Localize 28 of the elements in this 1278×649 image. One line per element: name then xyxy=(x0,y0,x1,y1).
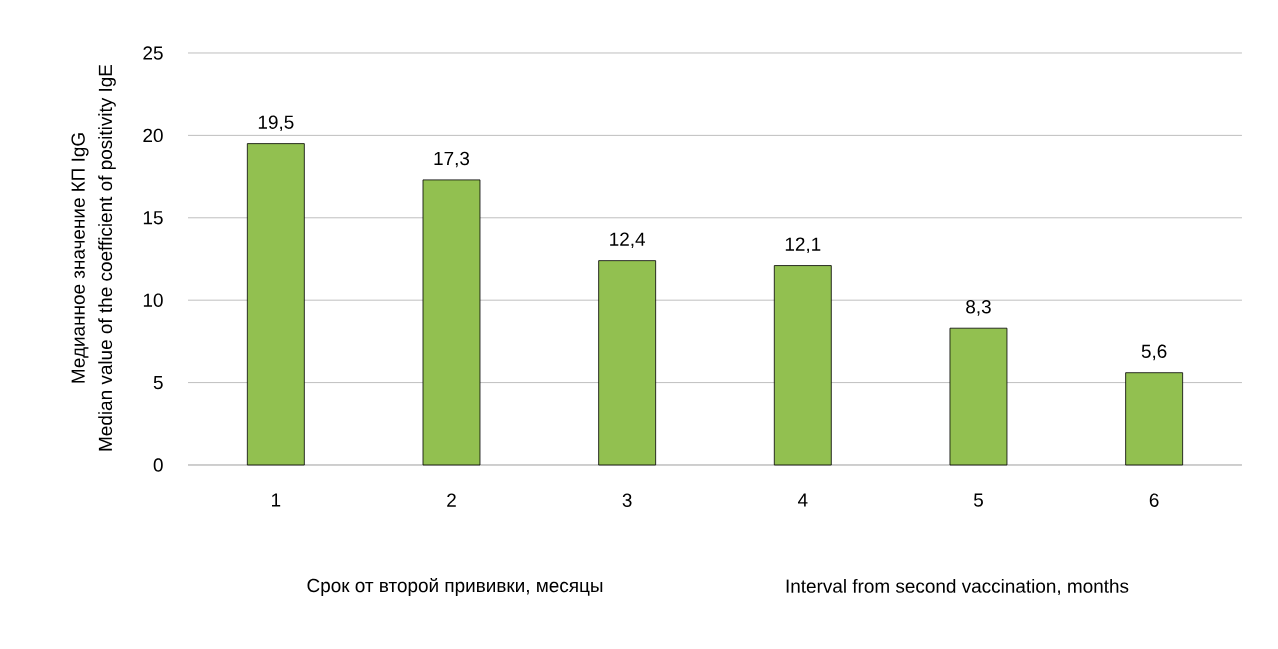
x-tick-label: 6 xyxy=(1149,493,1159,507)
x-tick-label: 5 xyxy=(973,493,983,507)
data-label: 8,3 xyxy=(966,300,991,316)
y-tick-label: 0 xyxy=(153,458,163,472)
y-axis-title: Медианное значение КП IgG xyxy=(71,133,89,383)
y-tick-label: 15 xyxy=(143,211,163,225)
y-tick-label: 20 xyxy=(143,128,163,143)
bar xyxy=(246,143,305,466)
text: Median value of the coefficient of positivity IgE xyxy=(98,64,116,451)
bar xyxy=(422,179,481,466)
data-label: 12,1 xyxy=(785,237,821,254)
bar xyxy=(773,265,832,466)
data-label: 17,3 xyxy=(434,151,470,168)
data-label: 5,6 xyxy=(1141,344,1167,361)
bar xyxy=(1125,372,1184,466)
bar xyxy=(598,260,657,466)
x-tick-label: 1 xyxy=(272,493,281,507)
text: Interval from second vaccination, months xyxy=(786,578,1129,596)
y-tick-label: 10 xyxy=(143,293,163,307)
x-tick-label: 3 xyxy=(622,493,632,507)
x-axis-title: Срок от второй прививки, месяцы xyxy=(307,578,603,596)
data-label: 12,4 xyxy=(610,232,646,249)
x-tick-label: 4 xyxy=(797,493,808,507)
y-tick-label: 5 xyxy=(153,375,163,390)
bar xyxy=(949,327,1008,466)
x-tick-label: 2 xyxy=(447,493,456,507)
data-label: 19,5 xyxy=(258,115,294,132)
y-tick-label: 25 xyxy=(143,46,163,60)
